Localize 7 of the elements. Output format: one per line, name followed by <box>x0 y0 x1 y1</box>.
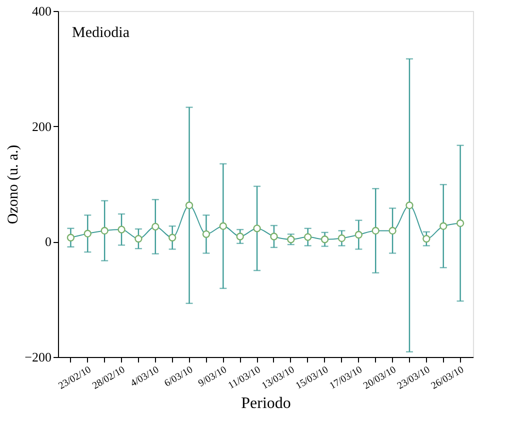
y-tick-label: 0 <box>45 234 52 250</box>
annotation: Mediodia <box>72 25 130 41</box>
y-tick-label: 400 <box>32 4 52 18</box>
y-axis-title: Ozono (u. a.) <box>6 144 22 224</box>
y-tick-label: −200 <box>24 350 52 364</box>
x-axis-title: Periodo <box>241 394 291 412</box>
y-tick-label: 200 <box>32 118 52 134</box>
